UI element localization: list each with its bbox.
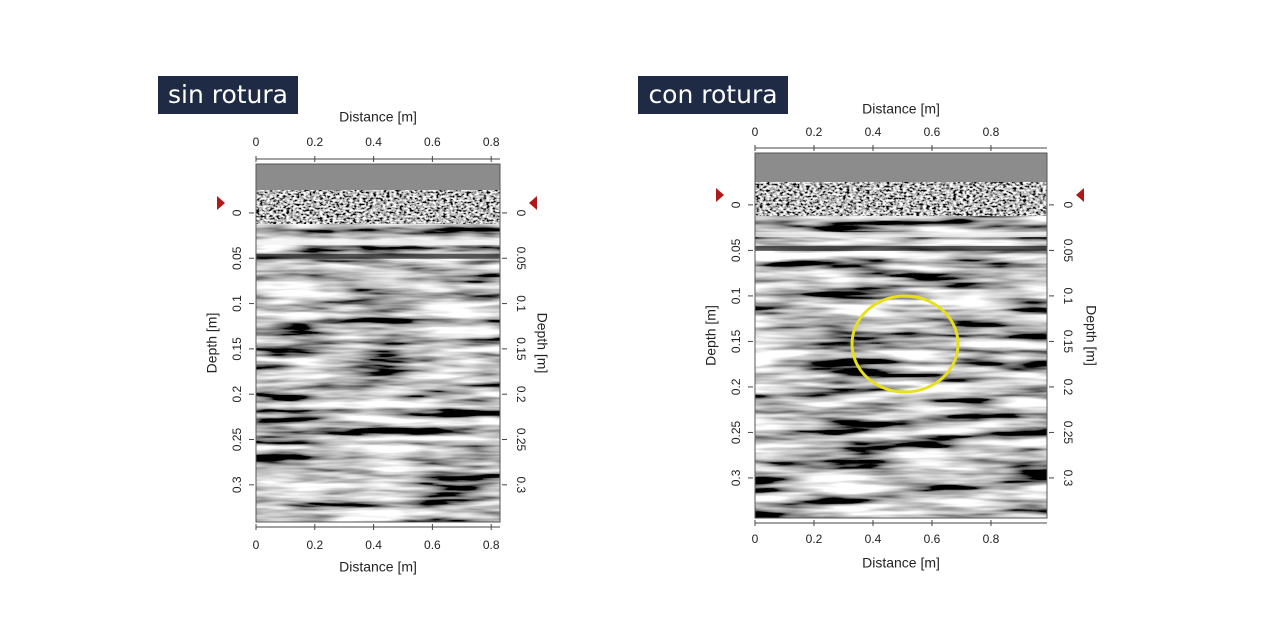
y-tick-label: 0.05 — [729, 238, 743, 262]
y-tick-label: 0.2 — [729, 378, 743, 395]
x-axis-title: Distance [m] — [862, 101, 940, 117]
y-tick-label: 0.25 — [514, 428, 528, 452]
title-box — [158, 76, 298, 114]
x-tick-label: 0.2 — [806, 125, 823, 139]
surface-marker — [217, 196, 225, 210]
x-tick-label: 0.8 — [983, 532, 1000, 546]
y-tick-label: 0.3 — [1061, 470, 1075, 487]
y-axis-title: Depth [m] — [703, 305, 719, 366]
x-tick-label: 0 — [752, 125, 759, 139]
x-tick-label: 0 — [752, 532, 759, 546]
surface-noise — [256, 190, 500, 224]
y-tick-label: 0.05 — [1061, 239, 1075, 263]
y-tick-label: 0.15 — [729, 329, 743, 353]
x-tick-label: 0.2 — [806, 532, 823, 546]
x-tick-label: 0.4 — [865, 532, 882, 546]
x-tick-label: 0.6 — [924, 532, 941, 546]
x-tick-label: 0.8 — [483, 538, 500, 552]
surface-reflection — [256, 253, 500, 259]
title-box — [638, 76, 788, 114]
x-tick-label: 0 — [253, 135, 260, 149]
y-tick-label: 0 — [729, 201, 743, 208]
y-tick-label: 0 — [1061, 202, 1075, 209]
surface-marker — [529, 196, 537, 210]
surface-reflection — [256, 240, 500, 246]
y-tick-label: 0.1 — [1061, 288, 1075, 305]
y-tick-label: 0.25 — [230, 428, 244, 452]
surface-reflection — [755, 245, 1047, 251]
x-tick-label: 0.6 — [924, 125, 941, 139]
x-tick-label: 0.6 — [424, 538, 441, 552]
surface-marker — [1076, 188, 1084, 202]
y-tick-label: 0.05 — [514, 247, 528, 271]
y-tick-label: 0.2 — [230, 386, 244, 403]
panel-title: sin rotura — [168, 80, 288, 109]
y-tick-label: 0.3 — [514, 476, 528, 493]
y-axis-title: Depth [m] — [204, 313, 220, 374]
x-tick-label: 0.2 — [306, 135, 323, 149]
y-tick-label: 0.25 — [729, 420, 743, 444]
x-axis-title: Distance [m] — [862, 555, 940, 571]
y-tick-label: 0.2 — [514, 386, 528, 403]
x-tick-label: 0.4 — [365, 135, 382, 149]
y-tick-label: 0.2 — [1061, 379, 1075, 396]
x-tick-label: 0.6 — [424, 135, 441, 149]
highlight-circle — [850, 294, 960, 394]
y-tick-label: 0 — [514, 210, 528, 217]
y-tick-label: 0.05 — [230, 246, 244, 270]
y-axis-title: Depth [m] — [534, 313, 550, 374]
plot-frame — [754, 152, 1048, 519]
surface-reflection — [755, 232, 1047, 238]
panel-title: con rotura — [648, 80, 777, 109]
y-tick-label: 0.25 — [1061, 421, 1075, 445]
y-tick-label: 0.1 — [230, 295, 244, 312]
y-tick-label: 0.15 — [1061, 330, 1075, 354]
y-tick-label: 0.15 — [514, 337, 528, 361]
y-tick-label: 0.1 — [514, 295, 528, 312]
x-tick-label: 0.8 — [983, 125, 1000, 139]
air-band — [256, 164, 500, 191]
y-tick-label: 0.1 — [729, 287, 743, 304]
y-tick-label: 0 — [230, 209, 244, 216]
x-axis-title: Distance [m] — [339, 559, 417, 575]
y-tick-label: 0.3 — [729, 469, 743, 486]
surface-marker — [716, 188, 724, 202]
x-tick-label: 0.2 — [306, 538, 323, 552]
x-axis-title: Distance [m] — [339, 109, 417, 125]
x-tick-label: 0.4 — [365, 538, 382, 552]
y-tick-label: 0.15 — [230, 337, 244, 361]
x-tick-label: 0 — [253, 538, 260, 552]
air-band — [755, 153, 1047, 183]
y-axis-title: Depth [m] — [1083, 305, 1099, 366]
plot-frame — [255, 163, 501, 523]
x-tick-label: 0.8 — [483, 135, 500, 149]
y-tick-label: 0.3 — [230, 476, 244, 493]
surface-noise — [755, 182, 1047, 216]
x-tick-label: 0.4 — [865, 125, 882, 139]
